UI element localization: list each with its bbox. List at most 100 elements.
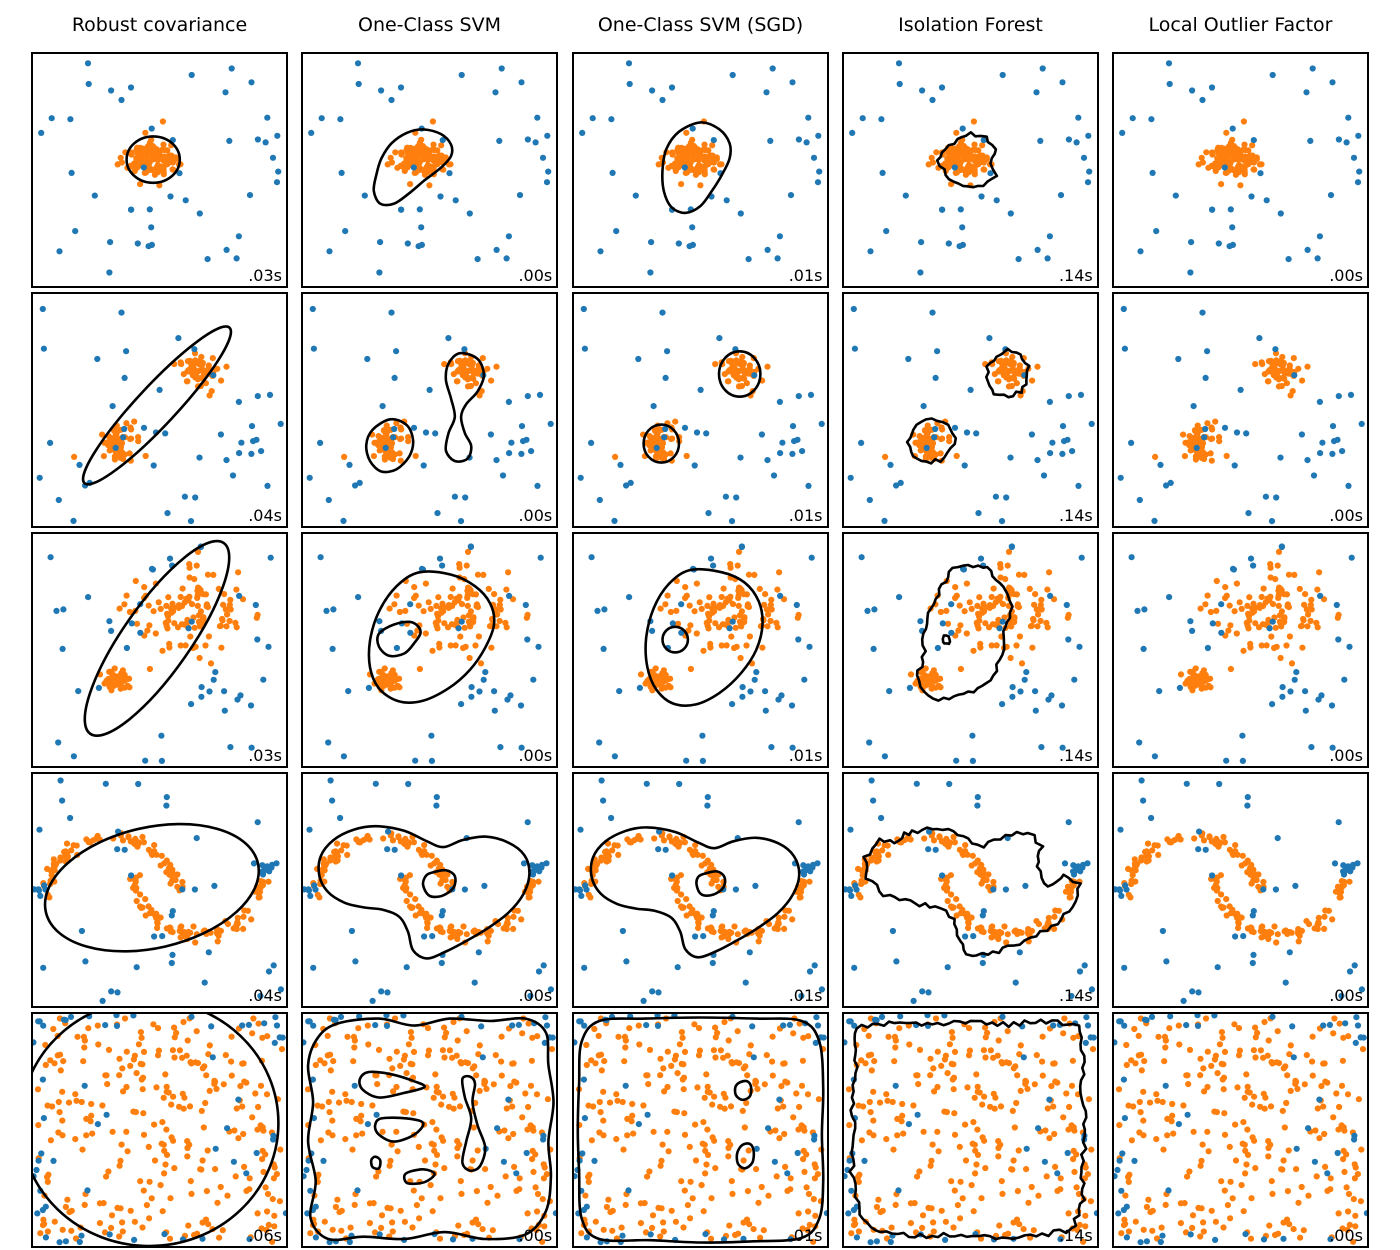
outlier-point — [113, 1022, 121, 1029]
inlier-point — [442, 154, 450, 161]
inlier-point — [511, 1163, 518, 1170]
inlier-point — [1005, 548, 1012, 555]
outlier-point — [1314, 255, 1321, 262]
inlier-point — [635, 1022, 642, 1029]
inlier-point — [708, 1101, 715, 1108]
outlier-point — [410, 164, 418, 171]
outlier-point — [814, 1022, 821, 1029]
outlier-point — [272, 1014, 279, 1021]
outlier-point — [1335, 393, 1342, 400]
outlier-point — [653, 444, 660, 451]
outlier-point — [212, 1145, 219, 1152]
inlier-point — [223, 363, 230, 370]
inlier-point — [488, 927, 495, 934]
outlier-point — [800, 676, 807, 683]
outlier-point — [516, 1021, 523, 1028]
outlier-point — [1128, 554, 1135, 561]
inlier-point — [957, 665, 964, 673]
inlier-point — [1252, 620, 1259, 627]
inlier-point — [202, 642, 209, 649]
outlier-point — [1114, 885, 1115, 891]
inlier-point — [1271, 644, 1278, 652]
outlier-point — [462, 494, 469, 501]
inlier-point — [248, 916, 255, 923]
inlier-point — [496, 617, 503, 625]
outlier-point — [1354, 179, 1362, 186]
outlier-point — [1015, 256, 1022, 263]
inlier-point — [534, 1033, 541, 1040]
inlier-point — [510, 1130, 517, 1138]
inlier-point — [677, 1178, 684, 1185]
outlier-point — [524, 819, 532, 826]
outlier-point — [114, 846, 121, 853]
inlier-point — [686, 1215, 693, 1222]
inlier-point — [162, 619, 169, 626]
inlier-point — [159, 118, 166, 125]
outlier-point — [807, 391, 814, 398]
outlier-point — [691, 462, 698, 469]
outlier-point — [795, 136, 802, 143]
inlier-point — [108, 1224, 115, 1231]
inlier-point — [763, 363, 771, 370]
outlier-point — [169, 908, 176, 915]
inlier-point — [637, 671, 644, 678]
outlier-point — [938, 206, 945, 213]
inlier-point — [96, 1220, 103, 1227]
outlier-point — [94, 355, 101, 363]
outlier-point — [544, 1022, 551, 1029]
inlier-point — [429, 1208, 437, 1215]
inlier-point — [732, 624, 739, 631]
inlier-point — [432, 1071, 439, 1078]
inlier-point — [972, 146, 979, 154]
subplot-r1c3: .01s — [571, 52, 829, 288]
outlier-point — [403, 964, 411, 971]
inlier-point — [595, 1032, 602, 1039]
inlier-point — [695, 1025, 702, 1032]
inlier-point — [683, 156, 690, 163]
scatter-plot — [36, 305, 284, 525]
inlier-point — [661, 601, 668, 608]
inlier-point — [1303, 606, 1310, 613]
subplot-r1c1: .03s — [31, 52, 288, 288]
inlier-point — [116, 1072, 123, 1079]
outlier-point — [506, 233, 513, 240]
inlier-point — [943, 887, 950, 894]
inlier-point — [928, 682, 935, 689]
outlier-point — [974, 802, 981, 809]
outlier-point — [1036, 137, 1044, 144]
inlier-point — [436, 871, 443, 878]
outlier-point — [906, 684, 913, 691]
inlier-point — [105, 1046, 113, 1053]
outlier-point — [121, 374, 128, 381]
outlier-point — [622, 958, 629, 965]
inlier-point — [476, 633, 483, 640]
outlier-point — [1216, 780, 1223, 788]
outlier-point — [1318, 692, 1325, 699]
outlier-point — [540, 1136, 547, 1143]
inlier-point — [139, 1061, 146, 1068]
inlier-point — [234, 919, 241, 926]
outlier-point — [72, 228, 79, 235]
outlier-point — [1046, 233, 1053, 240]
outlier-point — [310, 1076, 317, 1083]
inlier-point — [589, 1103, 596, 1110]
inlier-point — [796, 894, 803, 901]
inlier-point — [405, 434, 412, 441]
outlier-point — [458, 518, 465, 525]
inlier-point — [1015, 604, 1022, 611]
inlier-point — [1055, 907, 1062, 914]
inlier-point — [681, 584, 688, 591]
outlier-point — [969, 933, 977, 940]
inlier-point — [1261, 931, 1268, 938]
outlier-point — [660, 434, 667, 441]
inlier-point — [365, 1041, 372, 1048]
inlier-point — [505, 1135, 512, 1142]
outlier-point — [466, 210, 474, 217]
inlier-point — [240, 1130, 247, 1138]
inlier-point — [216, 623, 224, 630]
inlier-point — [205, 633, 212, 640]
outlier-point — [736, 454, 744, 461]
inlier-point — [1182, 680, 1189, 687]
outlier-point — [1080, 154, 1087, 161]
inlier-point — [470, 591, 477, 598]
